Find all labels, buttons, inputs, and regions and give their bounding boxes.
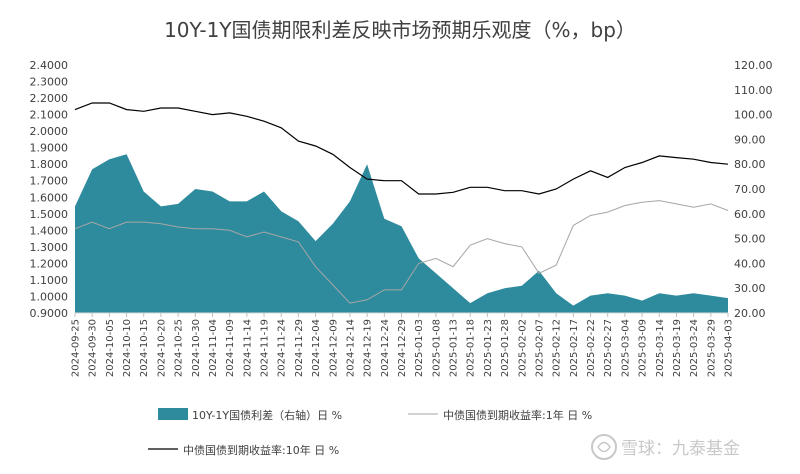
y-left-tick-label: 2.0000 [30,125,69,138]
y-right-tick-label: 70.00 [734,183,766,196]
plot-area [74,102,729,313]
y-left-tick-label: 2.2000 [30,92,69,105]
x-tick-label: 2025-04-03 [724,319,735,377]
y-right-tick-label: 60.00 [734,208,766,221]
y-right-tick-label: 30.00 [734,282,766,295]
chart-title: 10Y-1Y国债期限利差反映市场预期乐观度（%，bp） [164,18,636,42]
y-right-tick-label: 100.00 [734,109,773,122]
y-right-tick-label: 50.00 [734,233,766,246]
x-tick-label: 2024-11-24 [277,319,288,377]
legend-label-spread: 10Y-1Y国债利差（右轴）日 % [192,408,342,422]
legend-label-10y: 中债国债到期收益率:10年 日 % [183,443,339,457]
x-tick-label: 2024-10-15 [139,319,150,377]
x-tick-label: 2025-02-27 [603,319,614,377]
x-tick-label: 2024-10-20 [156,319,167,377]
y-right-tick-label: 90.00 [734,133,766,146]
y-left-tick-label: 1.7000 [30,175,69,188]
y-right-tick-label: 20.00 [734,307,766,320]
x-axis: 2024-09-25 2024-09-30 2024-10-05 2024-10-10… [71,312,735,377]
y-left-tick-label: 1.4000 [30,224,69,237]
y-right-tick-label: 80.00 [734,158,766,171]
legend-label-1y: 中债国债到期收益率:1年 日 % [443,408,592,422]
x-tick-label: 2024-10-25 [174,319,185,377]
legend-item-1y: 中债国债到期收益率:1年 日 % [408,408,592,422]
x-tick-label: 2025-03-29 [706,319,717,377]
y-left-tick-label: 1.9000 [30,142,69,155]
x-tick-label: 2025-01-28 [500,319,511,377]
x-tick-label: 2025-01-08 [431,319,442,377]
y-left-tick-label: 1.0000 [30,290,69,303]
watermark: 雪球：九泰基金 [591,434,740,460]
legend-swatch-spread [158,408,188,420]
x-tick-label: 2024-12-09 [328,319,339,377]
y-right-tick-label: 40.00 [734,257,766,270]
watermark-text: 雪球：九泰基金 [621,439,740,459]
x-tick-label: 2024-12-14 [345,319,356,377]
x-tick-label: 2025-02-22 [586,319,597,377]
y-right-tick-label: 120.00 [734,59,773,72]
x-tick-label: 2025-01-13 [449,319,460,377]
x-tick-label: 2025-01-03 [414,319,425,377]
x-tick-label: 2024-10-05 [105,319,116,377]
yield-1y-line [74,200,729,304]
x-tick-label: 2024-09-25 [71,319,82,377]
x-tick-label: 2024-09-30 [88,319,99,377]
x-tick-label: 2025-03-19 [672,319,683,377]
x-tick-label: 2024-12-19 [363,319,374,377]
x-tick-label: 2025-01-18 [466,319,477,377]
x-tick-label: 2024-11-09 [225,319,236,377]
legend: 10Y-1Y国债利差（右轴）日 % 中债国债到期收益率:1年 日 % 中债国债到… [148,408,592,457]
x-tick-label: 2024-10-30 [191,319,202,377]
y-left-tick-label: 1.3000 [30,241,69,254]
x-tick-label: 2024-11-04 [208,319,219,377]
y-left-tick-label: 0.9000 [30,307,69,320]
x-tick-label: 2025-02-12 [552,319,563,377]
x-tick-label: 2024-12-29 [397,319,408,377]
x-tick-label: 2025-02-17 [569,319,580,377]
x-tick-label: 2024-12-24 [380,319,391,377]
x-tick-label: 2025-01-23 [483,319,494,377]
snowball-logo-icon [591,434,617,460]
y-right-tick-label: 110.00 [734,84,773,97]
y-left-tick-label: 2.4000 [30,59,69,72]
x-tick-label: 2025-03-04 [620,319,631,377]
y-left-tick-label: 1.5000 [30,208,69,221]
x-tick-label: 2025-03-24 [689,319,700,377]
snowball-logo-mark [597,441,611,453]
y-axis-left: 0.9000 1.0000 1.1000 1.2000 1.3000 1.4000 1.50… [30,59,69,320]
x-tick-label: 2024-11-19 [260,319,271,377]
y-left-tick-label: 1.2000 [30,257,69,270]
x-tick-label: 2024-10-10 [122,319,133,377]
y-left-tick-label: 2.3000 [30,76,69,89]
legend-item-spread: 10Y-1Y国债利差（右轴）日 % [158,408,342,422]
y-axis-right: 20.00 30.00 40.00 50.00 60.00 70.00 80.00 90.00… [734,59,773,320]
x-tick-label: 2024-12-04 [311,319,322,377]
x-tick-label: 2024-11-14 [242,319,253,377]
x-tick-label: 2025-02-07 [535,319,546,377]
x-tick-label: 2025-03-09 [638,319,649,377]
y-left-tick-label: 2.1000 [30,109,69,122]
y-left-tick-label: 1.8000 [30,158,69,171]
legend-item-10y: 中债国债到期收益率:10年 日 % [148,443,339,457]
y-left-tick-label: 1.1000 [30,274,69,287]
yield-10y-line [74,102,729,195]
y-left-tick-label: 1.6000 [30,191,69,204]
x-tick-label: 2025-02-02 [517,319,528,377]
x-tick-label: 2024-11-29 [294,319,305,377]
spread-area-series [75,154,728,313]
x-tick-label: 2025-03-14 [655,319,666,377]
